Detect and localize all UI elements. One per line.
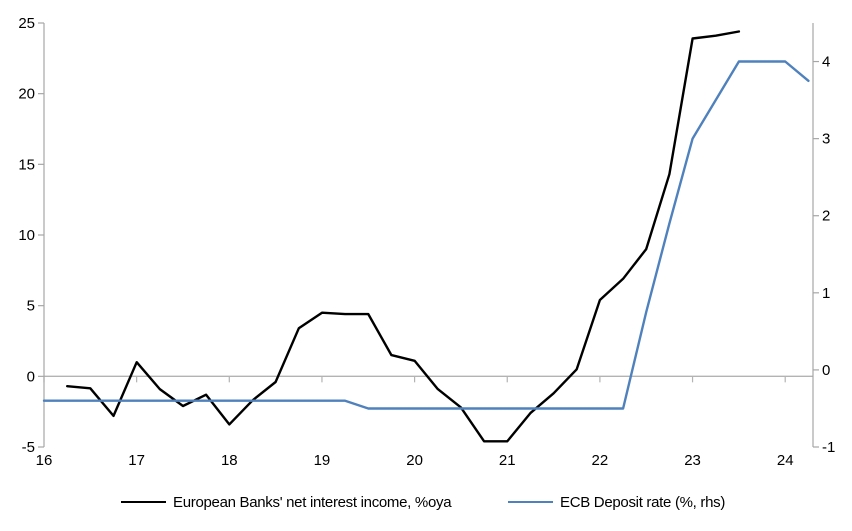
right-axis-tick-label: 0 <box>822 362 830 379</box>
left-axis-tick-label: 0 <box>27 368 35 385</box>
legend-line-swatch-black <box>121 501 166 503</box>
left-axis-tick-label: 10 <box>18 227 35 244</box>
left-axis-tick-label: 5 <box>27 298 35 315</box>
chart-legend: European Banks' net interest income, %oy… <box>0 491 852 517</box>
right-axis-tick-label: 4 <box>822 54 830 71</box>
x-tick-label: 18 <box>221 452 238 469</box>
ecb-deposit-rate-line <box>42 60 810 410</box>
left-axis-tick-label: -5 <box>22 439 35 456</box>
legend-entry-ecb-deposit-rate: ECB Deposit rate (%, rhs) <box>508 491 725 513</box>
x-tick-label: 17 <box>128 452 145 469</box>
data-series <box>42 30 810 443</box>
right-axis-tick-label: -1 <box>822 439 835 456</box>
left-axis-tick-label: 25 <box>18 15 35 32</box>
x-tick-label: 22 <box>592 452 609 469</box>
legend-label-net-interest-income: European Banks' net interest income, %oy… <box>173 493 452 511</box>
right-y-axis: -1 0 1 2 3 4 <box>812 23 835 456</box>
right-axis-tick-label: 2 <box>822 208 830 225</box>
x-tick-label: 19 <box>314 452 331 469</box>
net-interest-income-line <box>65 30 741 443</box>
x-tick-label: 23 <box>684 452 701 469</box>
left-y-axis: -5 0 5 10 15 20 25 <box>18 15 45 456</box>
legend-entry-net-interest-income: European Banks' net interest income, %oy… <box>121 491 452 513</box>
x-tick-label: 20 <box>406 452 423 469</box>
x-tick-label: 24 <box>777 452 794 469</box>
legend-line-swatch-blue <box>508 501 553 503</box>
left-axis-tick-label: 15 <box>18 156 35 173</box>
right-axis-tick-label: 1 <box>822 285 830 302</box>
left-axis-tick-label: 20 <box>18 86 35 103</box>
legend-label-ecb-deposit-rate: ECB Deposit rate (%, rhs) <box>560 493 726 511</box>
right-axis-tick-label: 3 <box>822 131 830 148</box>
x-axis: 16 17 18 19 20 21 22 23 24 <box>36 376 794 469</box>
x-tick-label: 21 <box>499 452 516 469</box>
x-tick-label: 16 <box>36 452 53 469</box>
